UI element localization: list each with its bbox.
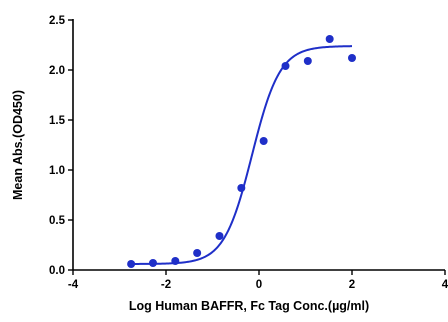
y-axis-title: Mean Abs.(OD450)	[11, 90, 25, 200]
data-point	[259, 137, 268, 145]
x-tick-label: 2	[349, 279, 355, 291]
y-axis-ticks: 0.0 0.5 1.0 1.5 2.0 2.5	[49, 15, 73, 277]
y-tick-label: 0.0	[49, 265, 65, 277]
data-point	[148, 259, 157, 267]
data-point	[215, 232, 224, 240]
fit-curve-line	[131, 45, 353, 265]
y-tick-label: 2.5	[49, 15, 66, 27]
data-point	[171, 257, 180, 265]
data-point	[193, 249, 202, 257]
x-tick-label: -4	[68, 279, 79, 291]
data-point	[237, 184, 246, 192]
x-axis-ticks: -4 -2 0 2 4	[68, 270, 448, 291]
y-tick-label: 0.5	[49, 215, 66, 227]
data-point	[348, 54, 356, 62]
data-point	[281, 62, 290, 70]
y-tick-label: 1.5	[49, 115, 66, 127]
y-tick-label: 1.0	[49, 165, 65, 177]
data-point	[303, 57, 312, 65]
data-points	[127, 35, 356, 268]
data-point	[127, 260, 136, 268]
x-tick-label: 0	[256, 279, 262, 291]
x-axis-title: Log Human BAFFR, Fc Tag Conc.(µg/ml)	[129, 299, 369, 313]
x-tick-label: 4	[442, 279, 448, 291]
y-tick-label: 2.0	[49, 65, 65, 77]
x-tick-label: -2	[161, 279, 171, 291]
data-point	[325, 35, 334, 43]
